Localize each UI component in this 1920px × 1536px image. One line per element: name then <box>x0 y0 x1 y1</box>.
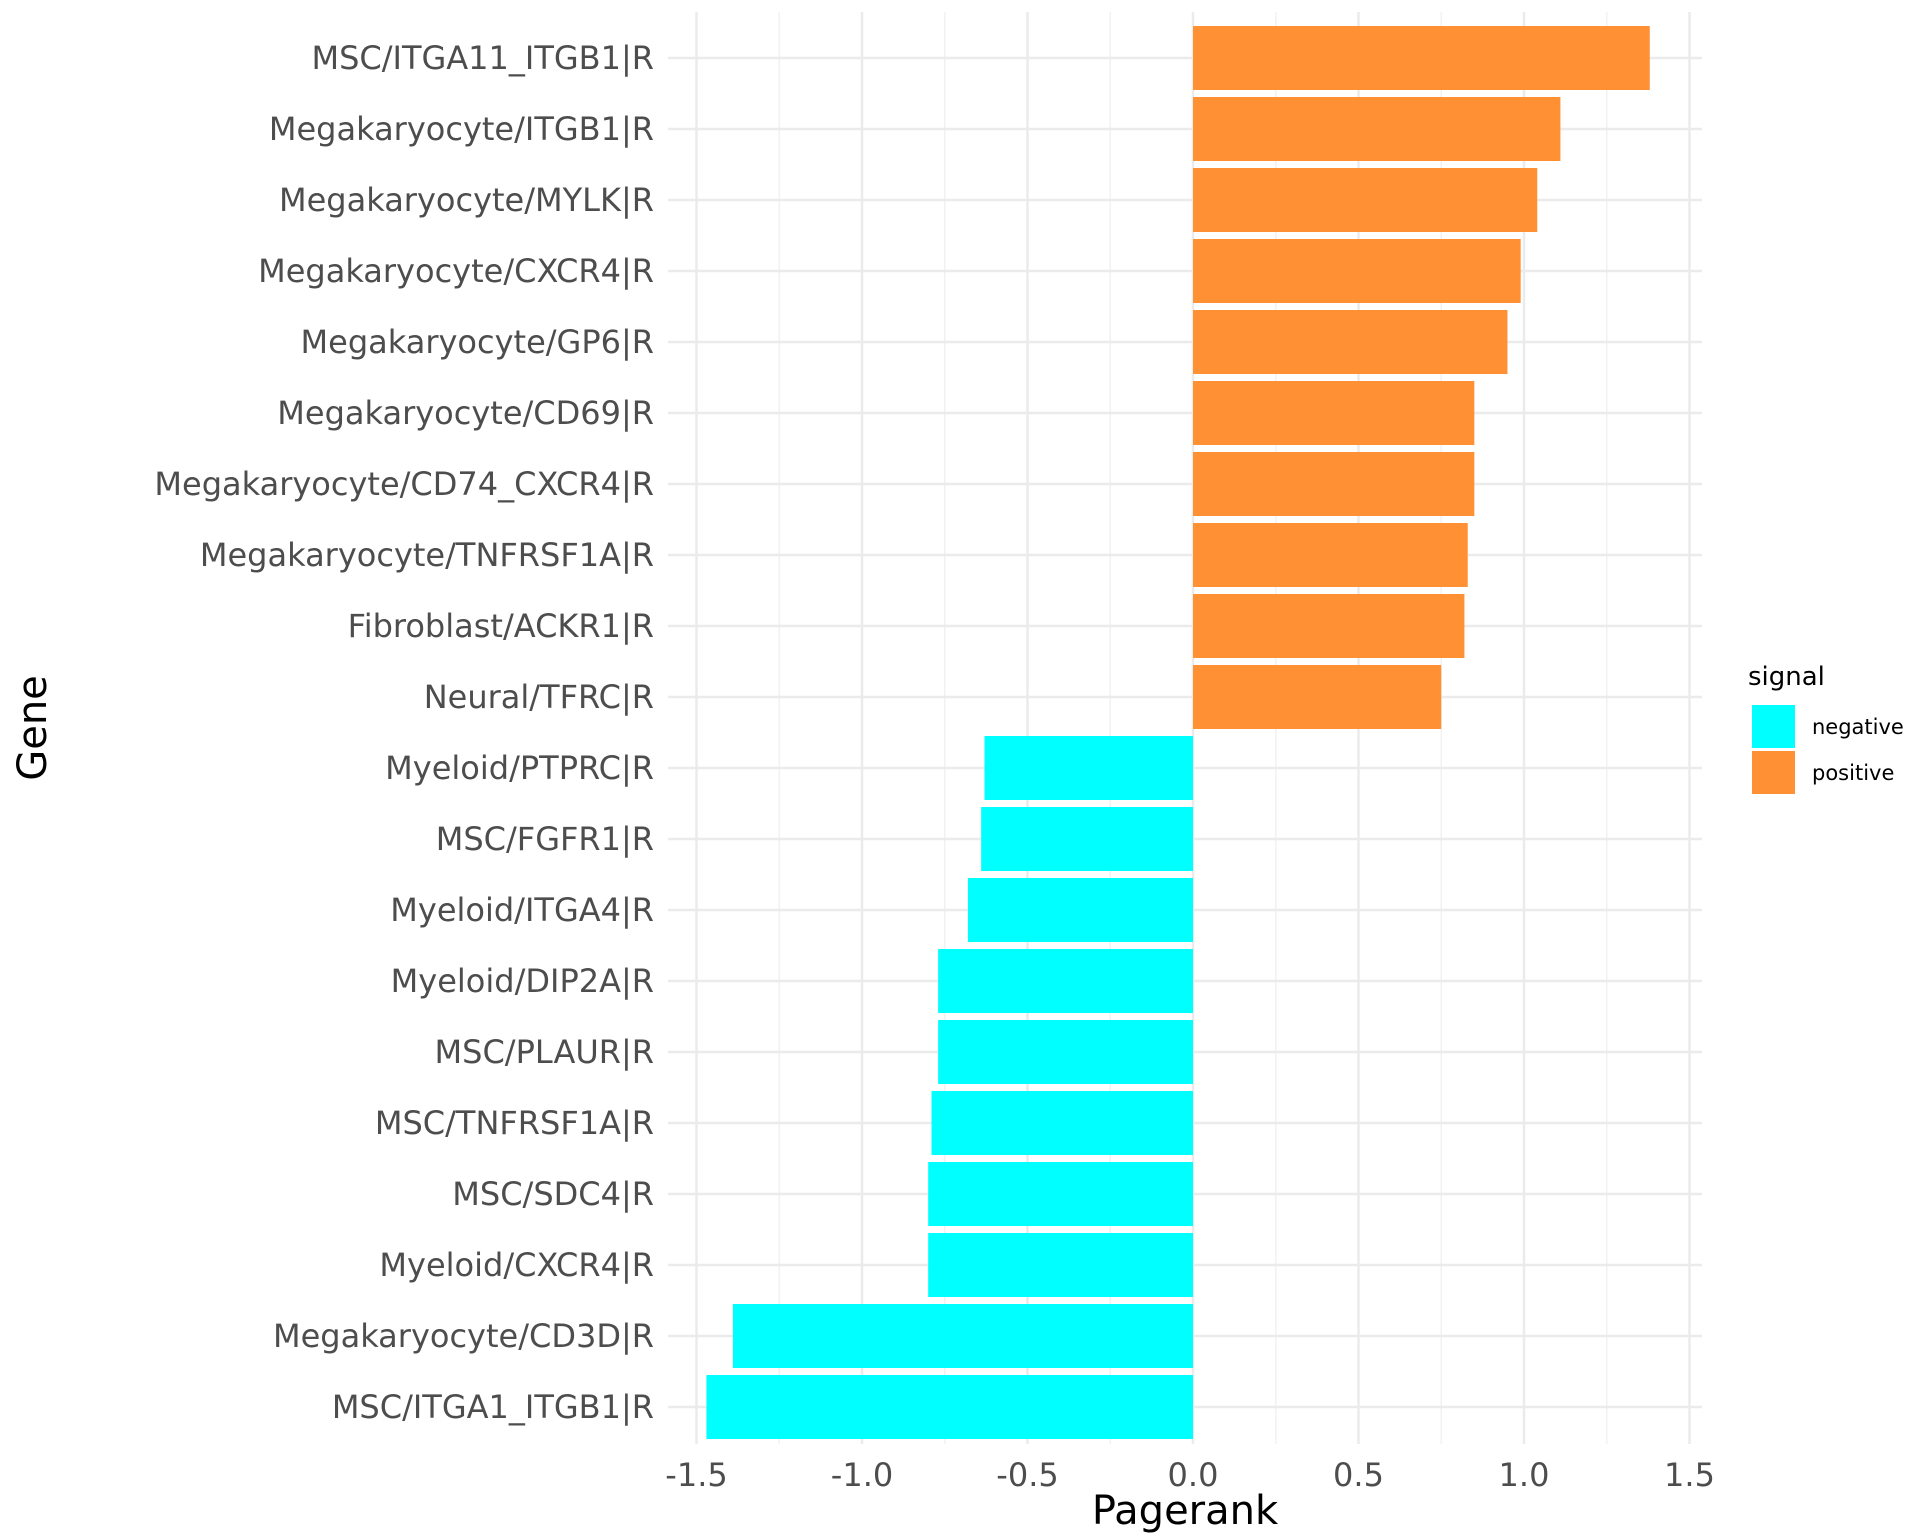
y-tick-label: Megakaryocyte/CXCR4|R <box>258 252 654 290</box>
y-tick-label: MSC/ITGA11_ITGB1|R <box>311 39 654 77</box>
y-tick-label: Megakaryocyte/CD69|R <box>277 394 654 432</box>
x-tick-labels: -1.5 -1.0 -0.5 0.0 0.5 1.0 1.5 <box>665 1456 1715 1494</box>
bar-negative <box>938 949 1193 1013</box>
x-axis-title: Pagerank <box>1092 1488 1279 1534</box>
legend-title: signal <box>1748 662 1825 692</box>
bar-positive <box>1193 594 1465 658</box>
legend-label-negative: negative <box>1812 715 1904 739</box>
legend-key-positive <box>1752 751 1795 794</box>
y-tick-label: MSC/ITGA1_ITGB1|R <box>332 1388 654 1426</box>
bar-positive <box>1193 523 1468 587</box>
x-tick-label: 1.5 <box>1664 1456 1715 1494</box>
legend-key-negative <box>1752 705 1795 748</box>
y-tick-label: Myeloid/ITGA4|R <box>390 891 654 929</box>
legend-label-positive: positive <box>1812 761 1894 785</box>
y-tick-label: Megakaryocyte/TNFRSF1A|R <box>200 536 654 574</box>
bar-positive <box>1193 665 1442 729</box>
x-tick-label: 0.0 <box>1168 1456 1219 1494</box>
y-tick-label: MSC/SDC4|R <box>452 1175 654 1213</box>
bar-positive <box>1193 310 1508 374</box>
y-tick-label: MSC/TNFRSF1A|R <box>375 1104 654 1142</box>
x-tick-label: -1.0 <box>831 1456 893 1494</box>
legend: signal negative positive <box>1748 662 1904 794</box>
x-tick-label: -1.5 <box>665 1456 727 1494</box>
bar-positive <box>1193 381 1475 445</box>
bar-negative <box>981 807 1193 871</box>
grid-lines <box>668 12 1702 1444</box>
bar-positive <box>1193 452 1475 516</box>
bars <box>706 26 1650 1439</box>
bar-negative <box>928 1162 1193 1226</box>
bar-negative <box>706 1375 1193 1439</box>
bar-negative <box>732 1304 1193 1368</box>
bar-positive <box>1193 97 1561 161</box>
y-tick-label: MSC/PLAUR|R <box>435 1033 654 1071</box>
bar-negative <box>967 878 1193 942</box>
y-tick-label: Megakaryocyte/GP6|R <box>301 323 654 361</box>
y-tick-label: Neural/TFRC|R <box>424 678 654 716</box>
y-axis-title: Gene <box>10 675 56 781</box>
bar-positive <box>1193 26 1650 90</box>
bar-negative <box>984 736 1193 800</box>
x-tick-label: -0.5 <box>996 1456 1058 1494</box>
y-tick-label: Myeloid/CXCR4|R <box>379 1246 654 1284</box>
y-tick-label: Myeloid/DIP2A|R <box>391 962 654 1000</box>
x-tick-label: 1.0 <box>1499 1456 1550 1494</box>
y-tick-label: Myeloid/PTPRC|R <box>385 749 654 787</box>
bar-positive <box>1193 239 1521 303</box>
x-tick-label: 0.5 <box>1333 1456 1384 1494</box>
y-tick-label: Megakaryocyte/CD3D|R <box>273 1317 654 1355</box>
y-tick-label: MSC/FGFR1|R <box>436 820 654 858</box>
bar-negative <box>931 1091 1193 1155</box>
bar-negative <box>928 1233 1193 1297</box>
y-tick-label: Megakaryocyte/CD74_CXCR4|R <box>154 465 654 503</box>
y-tick-label: Megakaryocyte/MYLK|R <box>279 181 654 219</box>
bar-positive <box>1193 168 1538 232</box>
bar-negative <box>938 1020 1193 1084</box>
y-tick-label: Fibroblast/ACKR1|R <box>348 607 654 645</box>
y-tick-labels: MSC/ITGA11_ITGB1|R Megakaryocyte/ITGB1|R M… <box>154 39 654 1426</box>
y-tick-label: Megakaryocyte/ITGB1|R <box>269 110 654 148</box>
